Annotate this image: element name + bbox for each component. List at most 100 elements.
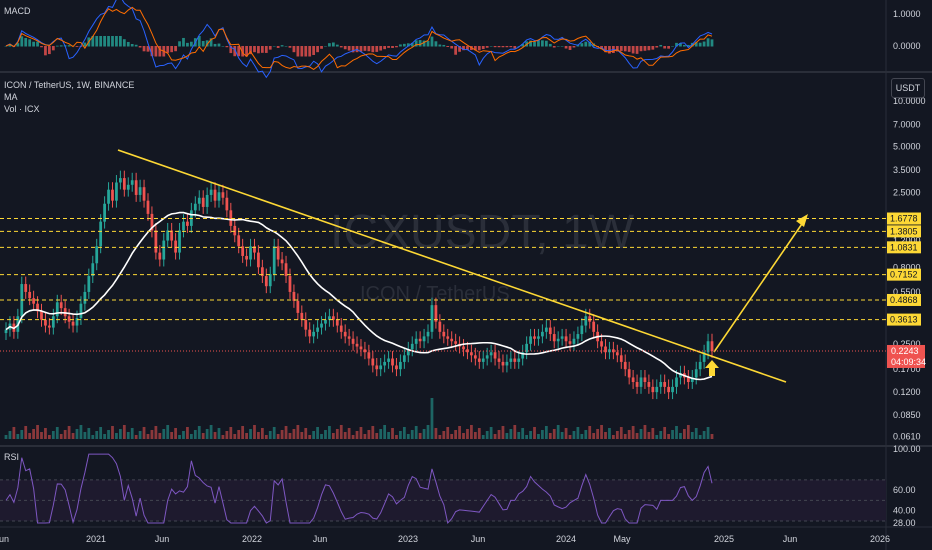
candle-body xyxy=(59,302,63,309)
volume-bar xyxy=(619,427,623,439)
macd-histogram-bar xyxy=(473,46,477,51)
macd-histogram-bar xyxy=(710,39,714,47)
macd-histogram-bar xyxy=(497,46,501,48)
volume-bar xyxy=(197,426,201,439)
macd-histogram-bar xyxy=(509,46,513,48)
macd-histogram-bar xyxy=(375,46,379,52)
candle-body xyxy=(635,382,639,387)
volume-bar xyxy=(304,428,308,439)
candle-body xyxy=(138,187,142,195)
macd-histogram-bar xyxy=(284,46,288,47)
candle-body xyxy=(659,382,663,387)
volume-bar xyxy=(513,425,517,439)
volume-bar xyxy=(4,435,8,439)
volume-bar xyxy=(383,425,387,439)
macd-histogram-bar xyxy=(225,46,229,48)
volume-bar xyxy=(576,427,580,439)
macd-histogram-bar xyxy=(706,38,710,47)
macd-histogram-bar xyxy=(328,43,331,47)
volume-bar xyxy=(44,428,47,439)
volume-bar xyxy=(229,427,233,439)
macd-histogram-bar xyxy=(643,46,647,51)
price-tick-label: 0.0850 xyxy=(893,410,921,420)
projection-arrow-line xyxy=(713,217,807,353)
macd-histogram-bar xyxy=(454,46,458,55)
volume-bar xyxy=(20,430,24,439)
macd-histogram-bar xyxy=(300,46,304,57)
macd-histogram-bar xyxy=(505,46,509,48)
volume-bar xyxy=(331,433,335,439)
candle-body xyxy=(296,300,300,313)
volume-bar xyxy=(55,427,59,439)
macd-histogram-bar xyxy=(631,46,635,54)
current-price-label: 0.2243 xyxy=(891,346,919,356)
candle-body xyxy=(217,192,221,201)
macd-histogram-bar xyxy=(466,46,469,50)
volume-bar xyxy=(292,429,296,439)
macd-histogram-bar xyxy=(95,36,99,47)
macd-histogram-bar xyxy=(59,45,63,47)
volume-bar xyxy=(130,428,134,439)
macd-histogram-bar xyxy=(320,46,323,49)
candle-body xyxy=(324,319,327,324)
ma-indicator-label[interactable]: MA xyxy=(4,92,18,102)
volume-bar xyxy=(505,433,509,439)
candle-body xyxy=(434,305,438,322)
candle-body xyxy=(79,303,83,319)
volume-bar xyxy=(71,433,75,439)
currency-button[interactable]: USDT xyxy=(891,78,925,98)
volume-bar xyxy=(470,425,473,439)
candle-body xyxy=(158,252,162,260)
candle-body xyxy=(36,303,39,312)
volume-bar xyxy=(284,426,288,439)
volume-bar xyxy=(32,429,35,439)
symbol-title[interactable]: ICON / TetherUS, 1W, BINANCE xyxy=(4,80,135,90)
candle-body xyxy=(667,386,670,393)
volume-bar xyxy=(264,435,268,439)
candle-body xyxy=(166,230,170,241)
macd-histogram-bar xyxy=(91,36,95,47)
macd-histogram-bar xyxy=(343,46,347,50)
volume-bar xyxy=(343,432,347,439)
volume-bar xyxy=(79,425,83,439)
volume-bar xyxy=(588,426,592,439)
volume-bar xyxy=(647,432,651,439)
macd-histogram-bar xyxy=(481,46,485,50)
macd-histogram-bar xyxy=(178,41,181,47)
volume-bar xyxy=(406,434,410,439)
watermark-name: ICON / TetherUS xyxy=(360,283,510,305)
candle-body xyxy=(162,240,166,260)
volume-bar xyxy=(422,429,426,439)
candle-body xyxy=(481,358,485,362)
macd-histogram-bar xyxy=(276,46,280,48)
macd-histogram-bar xyxy=(233,46,237,57)
projection-arrow-head xyxy=(796,214,808,227)
volume-indicator-label[interactable]: Vol · ICX xyxy=(4,104,40,114)
volume-bar xyxy=(627,430,631,439)
volume-bar xyxy=(434,428,438,439)
price-tick-label: 1.2000 xyxy=(893,236,921,246)
macd-histogram-bar xyxy=(296,46,300,57)
volume-bar xyxy=(615,431,619,439)
macd-histogram-bar xyxy=(170,46,174,53)
candle-body xyxy=(55,302,59,317)
time-axis-label: 2021 xyxy=(86,534,106,544)
candle-body xyxy=(253,246,256,253)
candle-body xyxy=(497,358,501,362)
candle-body xyxy=(442,331,446,337)
macd-histogram-bar xyxy=(584,41,588,47)
volume-bar xyxy=(663,427,667,439)
volume-bar xyxy=(209,425,213,439)
volume-bar xyxy=(379,429,383,439)
volume-bar xyxy=(126,432,130,439)
price-tick-label: 7.0000 xyxy=(893,119,921,129)
volume-bar xyxy=(438,435,442,439)
candle-body xyxy=(178,230,181,253)
candle-body xyxy=(513,358,517,362)
volume-bar xyxy=(371,426,375,439)
macd-histogram-bar xyxy=(521,43,525,47)
candle-body xyxy=(477,358,481,362)
candle-body xyxy=(103,203,106,222)
candle-body xyxy=(213,189,217,201)
